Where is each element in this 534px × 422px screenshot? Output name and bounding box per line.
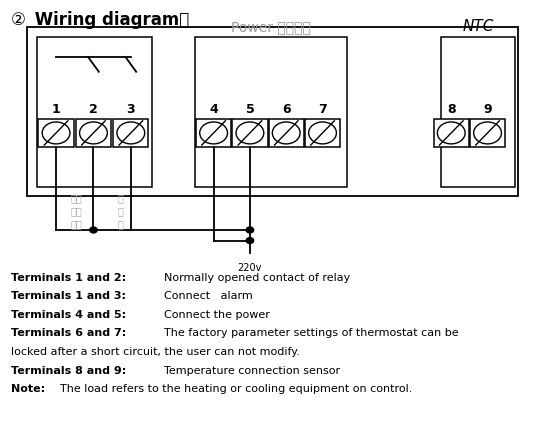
Bar — [113, 119, 148, 147]
Text: Note:: Note: — [11, 384, 49, 394]
Bar — [196, 119, 231, 147]
Bar — [470, 119, 505, 147]
Bar — [441, 37, 515, 187]
Circle shape — [246, 227, 254, 233]
Bar — [269, 119, 304, 147]
Bar — [434, 119, 469, 147]
Text: 报
警
器: 报 警 器 — [117, 193, 123, 229]
Text: 9: 9 — [483, 103, 492, 116]
Bar — [27, 27, 518, 196]
Circle shape — [437, 122, 465, 144]
Circle shape — [90, 227, 97, 233]
Text: Terminals 1 and 3:: Terminals 1 and 3: — [11, 291, 130, 301]
Circle shape — [117, 122, 145, 144]
Text: Connect the power: Connect the power — [164, 310, 270, 320]
Bar — [38, 119, 74, 147]
Circle shape — [474, 122, 501, 144]
Text: 7: 7 — [318, 103, 327, 116]
Bar — [305, 119, 340, 147]
Text: 3: 3 — [127, 103, 135, 116]
Text: locked after a short circuit, the user can not modify.: locked after a short circuit, the user c… — [11, 347, 300, 357]
Text: Connect   alarm: Connect alarm — [164, 291, 253, 301]
Text: Wiring diagram：: Wiring diagram： — [29, 11, 190, 29]
Text: Normally opened contact of relay: Normally opened contact of relay — [164, 273, 350, 283]
Text: Temperature connection sensor: Temperature connection sensor — [164, 365, 341, 376]
Bar — [232, 119, 268, 147]
Text: 刻冷
刻热
负载: 刻冷 刻热 负载 — [70, 193, 82, 229]
Text: 6: 6 — [282, 103, 290, 116]
Text: Terminals 4 and 5:: Terminals 4 and 5: — [11, 310, 130, 320]
Text: 1: 1 — [52, 103, 60, 116]
Text: 4: 4 — [209, 103, 218, 116]
Circle shape — [309, 122, 336, 144]
Text: Terminals 8 and 9:: Terminals 8 and 9: — [11, 365, 130, 376]
Text: The load refers to the heating or cooling equipment on control.: The load refers to the heating or coolin… — [60, 384, 412, 394]
Circle shape — [200, 122, 227, 144]
Text: 2: 2 — [89, 103, 98, 116]
Circle shape — [246, 238, 254, 243]
Circle shape — [236, 122, 264, 144]
Text: ②: ② — [11, 11, 26, 29]
Bar — [76, 119, 111, 147]
Text: The factory parameter settings of thermostat can be: The factory parameter settings of thermo… — [164, 328, 459, 338]
Text: Power 选项开关: Power 选项开关 — [231, 20, 311, 34]
Text: 5: 5 — [246, 103, 254, 116]
Bar — [195, 37, 347, 187]
Text: 8: 8 — [447, 103, 456, 116]
Text: Terminals 6 and 7:: Terminals 6 and 7: — [11, 328, 130, 338]
Circle shape — [80, 122, 107, 144]
Circle shape — [272, 122, 300, 144]
Bar — [37, 37, 152, 187]
Text: NTC: NTC — [462, 19, 493, 34]
Text: Terminals 1 and 2:: Terminals 1 and 2: — [11, 273, 130, 283]
Text: 220v: 220v — [238, 263, 262, 273]
Circle shape — [42, 122, 70, 144]
